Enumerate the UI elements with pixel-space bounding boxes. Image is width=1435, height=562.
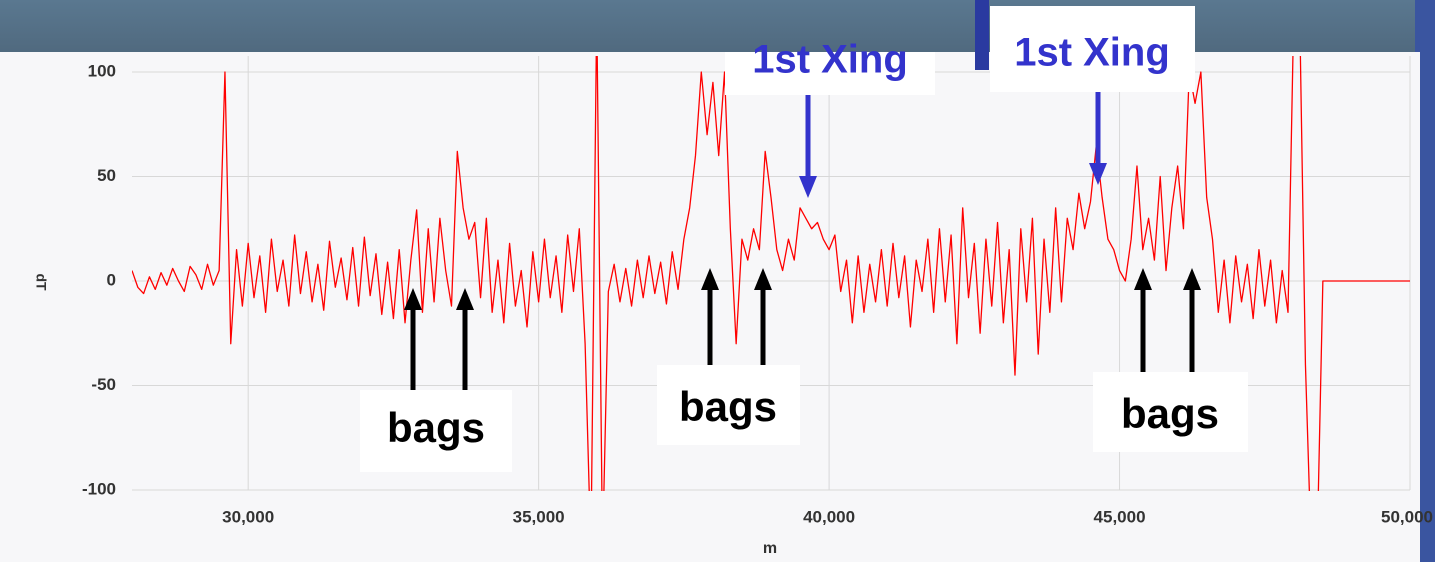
y-tick-label: 0 xyxy=(107,270,116,289)
annotation-arrow-head xyxy=(1183,268,1201,290)
annotation-label: 1st Xing xyxy=(752,38,908,82)
x-tick-label: 30,000 xyxy=(222,507,274,526)
annotation-arrow-head xyxy=(701,268,719,290)
annotation-arrow-head xyxy=(1134,268,1152,290)
annotation-arrow-head xyxy=(754,268,772,290)
annotation-label: bags xyxy=(679,383,777,430)
annotation-label: bags xyxy=(387,404,485,451)
annotation-arrow-head xyxy=(799,176,817,198)
y-tick-label: -100 xyxy=(82,479,116,498)
x-tick-label: 50,000 xyxy=(1381,507,1433,526)
x-axis-title: m xyxy=(763,540,777,557)
annotation-arrow-head xyxy=(404,288,422,310)
annotation-label: 1st Xing xyxy=(1014,31,1170,75)
x-tick-label: 35,000 xyxy=(513,507,565,526)
annotation-box xyxy=(725,52,935,95)
annotation-arrow-head xyxy=(1089,163,1107,185)
annotation-box xyxy=(657,365,800,445)
annotation-box xyxy=(1093,372,1248,452)
annotation-arrow-head xyxy=(456,288,474,310)
annotation-label: bags xyxy=(1121,390,1219,437)
x-tick-label: 45,000 xyxy=(1094,507,1146,526)
y-axis-title: dT xyxy=(33,273,49,291)
y-tick-label: -50 xyxy=(91,375,116,394)
annotation-box xyxy=(360,390,512,472)
blue-bar xyxy=(975,0,989,70)
annotation-box xyxy=(990,6,1195,92)
data-line xyxy=(132,56,1410,491)
y-tick-label: 50 xyxy=(97,166,116,185)
x-tick-label: 40,000 xyxy=(803,507,855,526)
y-tick-label: 100 xyxy=(88,61,116,80)
